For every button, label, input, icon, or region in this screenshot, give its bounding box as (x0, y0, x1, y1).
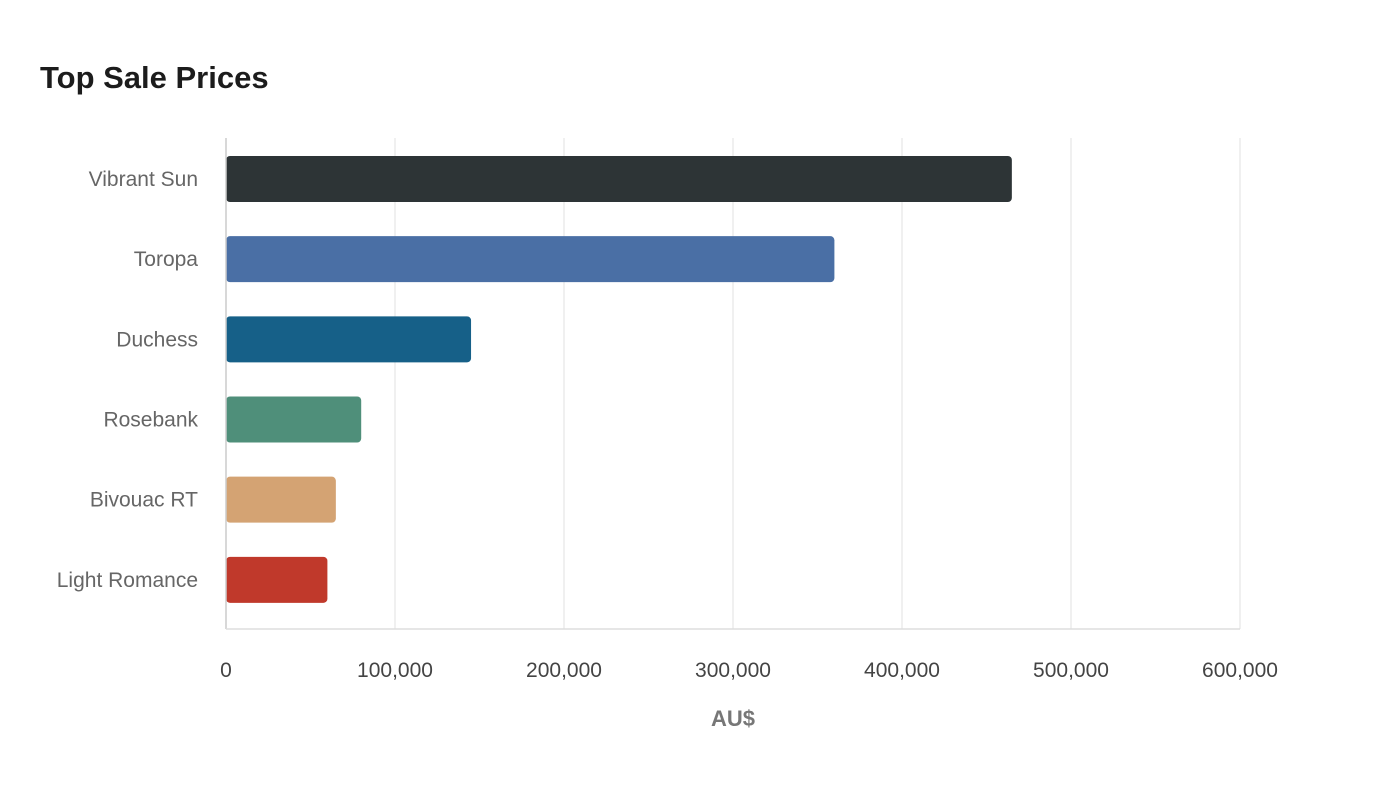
axes (225, 138, 1240, 630)
x-tick-label: 500,000 (1033, 659, 1109, 682)
category-label: Light Romance (57, 569, 198, 592)
category-label: Rosebank (103, 409, 198, 432)
x-tick-label: 600,000 (1202, 659, 1278, 682)
bars (226, 156, 1012, 603)
category-label: Bivouac RT (90, 489, 198, 512)
bar (226, 156, 1012, 202)
grid-lines (394, 138, 1241, 629)
bar (226, 556, 328, 603)
bar (226, 316, 472, 363)
category-labels: Vibrant Sun Toropa Duchess Rosebank Bivouac … (57, 168, 199, 592)
x-tick-label: 400,000 (864, 659, 940, 682)
x-axis-title: AU$ (711, 706, 755, 731)
category-label: Toropa (134, 248, 199, 271)
category-label: Vibrant Sun (89, 168, 198, 191)
x-tick-label: 0 (220, 659, 232, 682)
x-tick-label: 100,000 (357, 659, 433, 682)
chart-title: Top Sale Prices (40, 60, 269, 95)
category-label: Duchess (116, 328, 198, 351)
x-tick-label: 200,000 (526, 659, 602, 682)
bar (226, 236, 835, 283)
bar (226, 396, 362, 443)
x-tick-labels: 0 100,000 200,000 300,000 400,000 500,000 600,… (220, 659, 1278, 682)
bar (226, 476, 336, 523)
x-tick-label: 300,000 (695, 659, 771, 682)
